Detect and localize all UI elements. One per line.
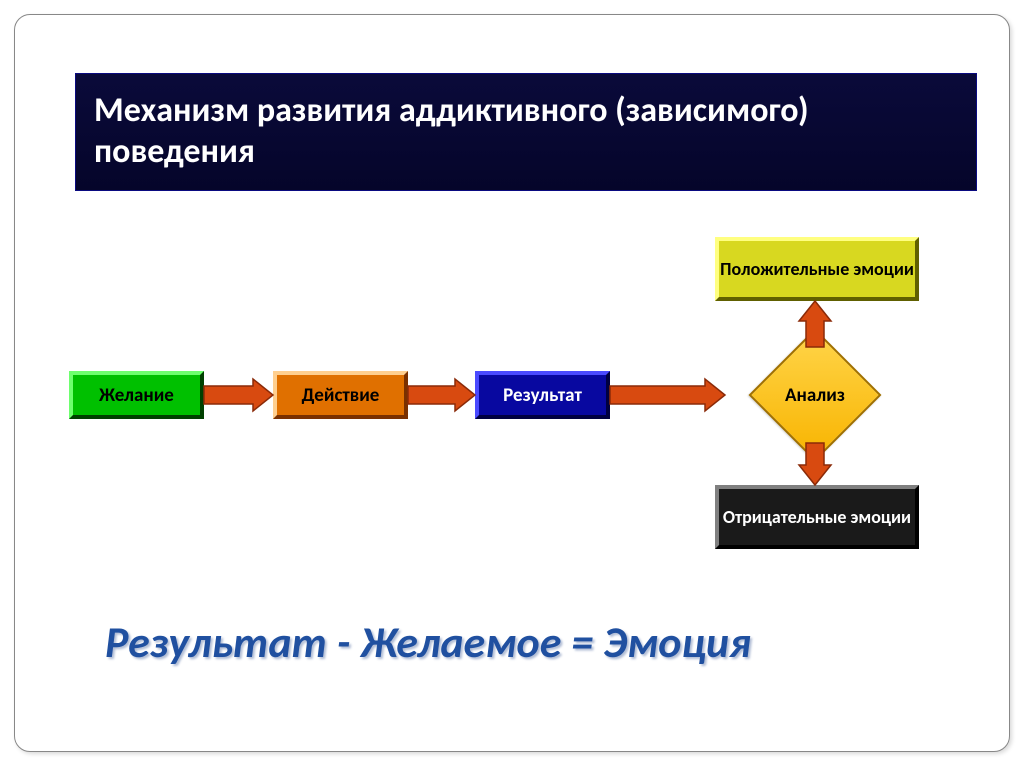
node-desire-label: Желание [99,384,174,407]
node-positive: Положительные эмоции [715,237,919,301]
node-negative-label: Отрицательные эмоции [723,507,911,528]
node-action-label: Действие [302,384,380,407]
node-positive-label: Положительные эмоции [720,259,914,280]
title-bar: Механизм развития аддиктивного (зависимо… [75,73,977,191]
footer-equation: Результат - Желаемое = Эмоция [105,615,751,669]
node-action: Действие [273,371,408,419]
node-analysis: Анализ [722,345,908,445]
node-result-label: Результат [503,384,582,407]
slide-frame: Механизм развития аддиктивного (зависимо… [14,14,1010,752]
node-analysis-label: Анализ [785,384,845,407]
node-result: Результат [475,371,610,419]
slide-title: Механизм развития аддиктивного (зависимо… [94,91,976,173]
node-desire: Желание [69,371,204,419]
node-negative: Отрицательные эмоции [715,485,919,549]
